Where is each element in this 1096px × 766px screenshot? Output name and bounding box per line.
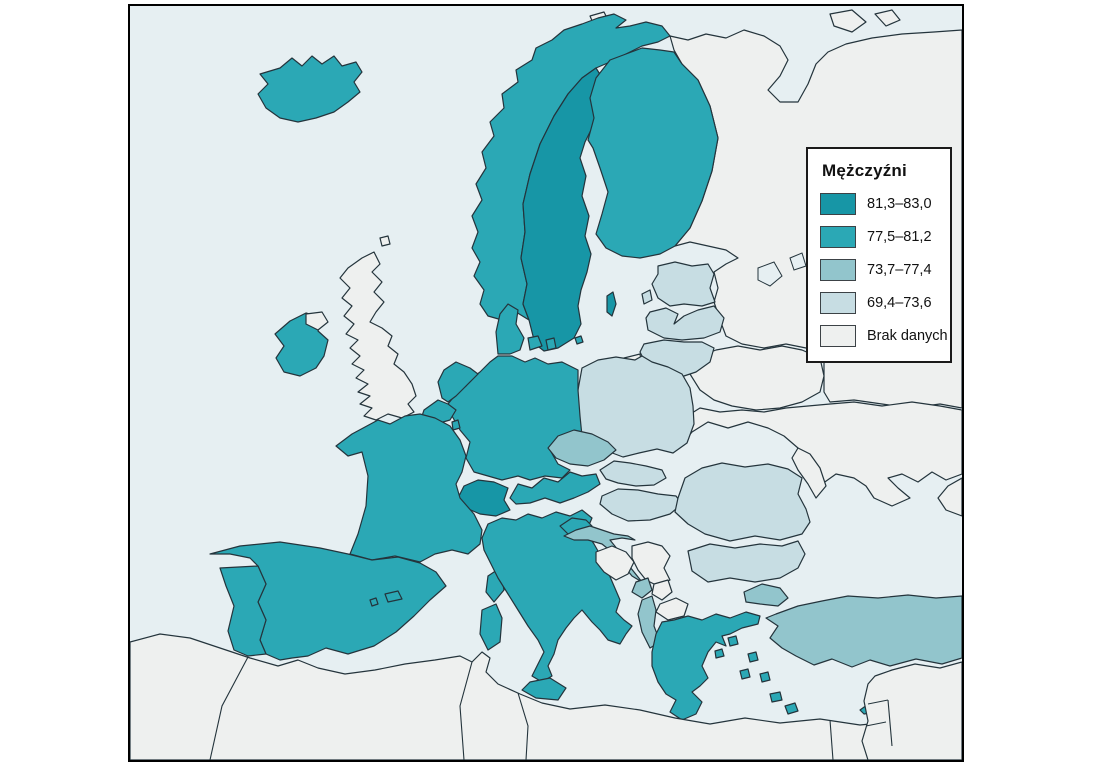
- border-syria-lebanon: [867, 699, 889, 705]
- region-caucasus: [937, 477, 962, 517]
- legend-row: 73,7–77,4: [820, 259, 938, 281]
- legend-row: 77,5–81,2: [820, 226, 938, 248]
- island-funen: [545, 337, 557, 351]
- island-rhodes: [784, 702, 799, 715]
- country-slovakia: [599, 460, 667, 487]
- island-sardinia: [479, 603, 503, 651]
- island-ibiza: [369, 597, 379, 607]
- country-estonia: [651, 261, 716, 307]
- legend-label: 77,5–81,2: [867, 229, 932, 245]
- island-aegean-1: [727, 635, 739, 647]
- legend-swatch-cat4: [820, 292, 856, 314]
- legend-box: Mężczyźni 81,3–83,0 77,5–81,2 73,7–77,4 …: [806, 147, 952, 363]
- border-algeria-tunisia: [459, 661, 473, 760]
- island-novaya-zemlya-2: [874, 9, 901, 27]
- island-gotland: [606, 291, 617, 317]
- country-iceland: [257, 55, 363, 123]
- country-turkey: [765, 594, 962, 668]
- country-belarus: [689, 345, 825, 411]
- country-hungary: [599, 488, 683, 522]
- country-luxembourg: [451, 419, 461, 431]
- legend-row: 81,3–83,0: [820, 193, 938, 215]
- border-libya-egypt: [829, 719, 834, 760]
- country-czechia: [547, 429, 617, 467]
- region-middle-east: [861, 661, 962, 760]
- island-sicily: [521, 677, 567, 701]
- legend-row: Brak danych: [820, 325, 948, 347]
- country-portugal: [219, 565, 267, 657]
- country-finland: [587, 47, 719, 259]
- europe-map-svg: [130, 9, 962, 760]
- country-netherlands: [437, 361, 479, 403]
- border-morocco-algeria: [209, 656, 249, 760]
- country-united-kingdom: [339, 251, 417, 421]
- region-northern-ireland: [305, 311, 329, 331]
- country-serbia: [631, 541, 671, 587]
- legend-swatch-cat3: [820, 259, 856, 281]
- island-aegean-2: [747, 651, 759, 663]
- legend-row: 69,4–73,6: [820, 292, 938, 314]
- legend-label: Brak danych: [867, 328, 948, 344]
- country-latvia: [645, 305, 725, 341]
- border-tunisia-libya: [517, 692, 529, 760]
- legend-label: 73,7–77,4: [867, 262, 932, 278]
- island-shetland: [379, 235, 391, 247]
- country-denmark: [495, 303, 525, 355]
- island-aegean-6: [714, 648, 725, 659]
- country-montenegro: [631, 577, 653, 599]
- country-bosnia: [595, 545, 635, 581]
- legend-title: Mężczyźni: [822, 161, 907, 180]
- map-frame: Mężczyźni 81,3–83,0 77,5–81,2 73,7–77,4 …: [128, 4, 964, 762]
- island-aegean-5: [769, 691, 783, 703]
- lake-ladoga: [757, 261, 783, 287]
- country-france: [335, 413, 483, 563]
- country-romania: [674, 462, 811, 542]
- legend-swatch-nodata: [820, 325, 856, 347]
- island-bornholm: [574, 335, 584, 345]
- legend-label: 69,4–73,6: [867, 295, 932, 311]
- island-aegean-3: [739, 668, 751, 680]
- legend-label: 81,3–83,0: [867, 196, 932, 212]
- country-austria: [509, 471, 601, 505]
- country-north-macedonia: [655, 597, 689, 621]
- region-turkey-europe: [743, 583, 789, 607]
- legend-swatch-cat2: [820, 226, 856, 248]
- country-greece: [651, 611, 761, 721]
- country-italy: [481, 509, 633, 683]
- country-sweden: [520, 67, 607, 352]
- island-saaremaa: [641, 289, 653, 305]
- country-moldova: [791, 447, 827, 499]
- country-ukraine: [675, 401, 962, 507]
- country-bulgaria: [687, 540, 806, 583]
- border-israel-jordan: [887, 699, 893, 747]
- border-lebanon-israel: [865, 721, 887, 727]
- legend-swatch-cat1: [820, 193, 856, 215]
- island-mallorca: [384, 590, 403, 603]
- country-switzerland: [457, 479, 511, 517]
- region-kosovo: [651, 579, 673, 601]
- island-aegean-4: [759, 671, 771, 683]
- island-zealand: [527, 335, 543, 351]
- island-novaya-zemlya: [829, 9, 867, 33]
